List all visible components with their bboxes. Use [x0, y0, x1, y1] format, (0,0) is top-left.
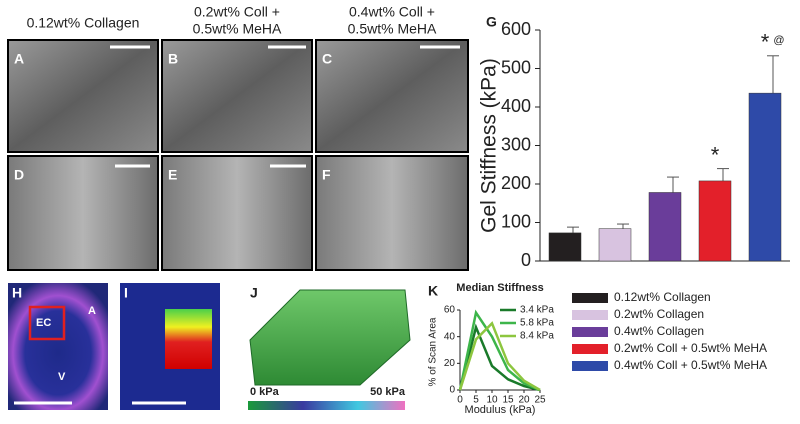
annotation: @	[773, 35, 784, 47]
panel-label: G	[486, 14, 497, 30]
y-tick-label: 400	[501, 96, 531, 116]
column-title: 0.2wt% Coll +	[194, 4, 280, 20]
legend-swatch	[572, 344, 608, 354]
scale-bars	[110, 45, 460, 168]
x-tick-label: 5	[473, 395, 479, 406]
x-axis-label: Modulus (kPa)	[465, 404, 536, 416]
y-tick-label: 500	[501, 57, 531, 77]
image	[7, 155, 159, 271]
y-tick-label: 300	[501, 134, 531, 154]
column-title: 0.4wt% Coll +	[349, 4, 435, 20]
y-tick-label: 100	[501, 211, 531, 231]
legend-swatch	[572, 327, 608, 337]
region-box	[28, 305, 66, 341]
image	[161, 155, 313, 271]
bar	[648, 192, 682, 262]
image	[7, 39, 159, 153]
bar	[698, 180, 732, 262]
line	[458, 309, 541, 392]
image-annotation: EC	[36, 317, 51, 329]
y-tick-label: 20	[444, 358, 456, 369]
image	[8, 283, 108, 410]
image-annotation: V	[58, 371, 66, 383]
y-tick-label: 0	[521, 250, 531, 270]
y-tick-label: 60	[444, 305, 456, 316]
y-tick-label: 40	[444, 331, 456, 342]
legend-label: 0.2wt% Coll + 0.5wt% MeHA	[614, 341, 767, 355]
x-tick-label: 15	[502, 395, 514, 406]
legend-label: 8.4 kPa	[520, 331, 554, 342]
panel-label: B	[168, 51, 178, 67]
column-title: 0.5wt% MeHA	[348, 21, 437, 37]
y-tick-label: 200	[501, 173, 531, 193]
legend-swatch	[572, 293, 608, 303]
legend-label: 5.8 kPa	[520, 318, 554, 329]
image	[161, 39, 313, 153]
panel-label: F	[322, 167, 331, 183]
x-tick-label: 10	[486, 395, 498, 406]
bar	[748, 92, 782, 262]
line	[458, 321, 541, 392]
panel-label: D	[14, 167, 24, 183]
bar	[548, 232, 582, 262]
column-title: 0.5wt% MeHA	[193, 21, 282, 37]
y-tick-label: 0	[449, 385, 455, 396]
legend-swatch	[572, 361, 608, 371]
panel-label: J	[250, 285, 258, 301]
panel-label: H	[12, 285, 22, 301]
x-tick-label: 20	[518, 395, 530, 406]
heatmap	[165, 309, 212, 369]
chart-title: Median Stiffness	[456, 282, 543, 294]
image	[315, 155, 469, 271]
column-title: 0.12wt% Collagen	[27, 15, 140, 31]
legend-label: 0.4wt% Collagen	[614, 324, 704, 338]
surface-plot	[249, 289, 411, 386]
panel-label: I	[124, 285, 128, 301]
colorbar	[248, 401, 405, 410]
line	[458, 323, 541, 392]
bar	[598, 228, 632, 262]
y-tick-label: 600	[501, 19, 531, 39]
legend-swatch	[572, 310, 608, 320]
legend-label: 3.4 kPa	[520, 305, 554, 316]
image-annotation: A	[88, 305, 96, 317]
y-axis-label: % of Scan Area	[428, 317, 439, 386]
panel-label: K	[428, 283, 438, 299]
legend-label: 0.4wt% Coll + 0.5wt% MeHA	[614, 358, 767, 372]
image	[315, 39, 469, 153]
x-tick-label: 25	[534, 395, 546, 406]
legend-label: 0.12wt% Collagen	[614, 290, 711, 304]
panel-label: E	[168, 167, 177, 183]
panel-label: A	[14, 51, 24, 67]
colorbar-label: 0 kPa	[250, 386, 280, 398]
legend-label: 0.2wt% Collagen	[614, 307, 704, 321]
x-tick-label: 0	[457, 395, 463, 406]
annotation: *	[711, 142, 720, 167]
y-axis-label: Gel Stiffness (kPa)	[478, 58, 501, 233]
annotation: *	[761, 30, 770, 55]
panel-label: C	[322, 51, 332, 67]
colorbar-label: 50 kPa	[370, 386, 406, 398]
sem-images	[7, 39, 469, 271]
